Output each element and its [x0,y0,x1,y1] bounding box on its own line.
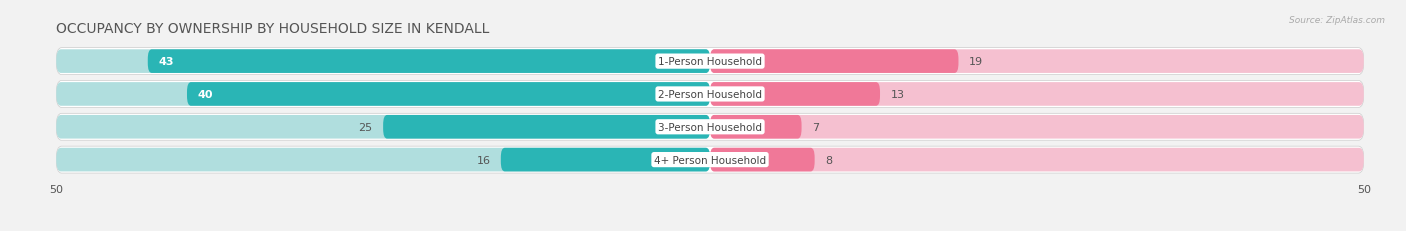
FancyBboxPatch shape [187,83,710,106]
Text: 25: 25 [359,122,373,132]
FancyBboxPatch shape [56,146,1364,173]
Text: 2-Person Household: 2-Person Household [658,90,762,100]
FancyBboxPatch shape [710,148,1364,172]
FancyBboxPatch shape [56,49,1364,75]
FancyBboxPatch shape [501,148,710,172]
FancyBboxPatch shape [710,83,880,106]
FancyBboxPatch shape [710,50,1364,74]
FancyBboxPatch shape [710,83,1364,106]
FancyBboxPatch shape [56,148,710,172]
FancyBboxPatch shape [710,116,1364,139]
FancyBboxPatch shape [56,116,710,139]
Text: 7: 7 [813,122,820,132]
FancyBboxPatch shape [56,83,710,106]
Text: 40: 40 [197,90,212,100]
FancyBboxPatch shape [710,116,801,139]
FancyBboxPatch shape [56,114,1364,141]
Text: 4+ Person Household: 4+ Person Household [654,155,766,165]
FancyBboxPatch shape [56,50,710,74]
Text: 1-Person Household: 1-Person Household [658,57,762,67]
Text: 16: 16 [477,155,491,165]
FancyBboxPatch shape [382,116,710,139]
FancyBboxPatch shape [56,81,1364,108]
Text: 43: 43 [159,57,174,67]
Text: 13: 13 [890,90,904,100]
Text: OCCUPANCY BY OWNERSHIP BY HOUSEHOLD SIZE IN KENDALL: OCCUPANCY BY OWNERSHIP BY HOUSEHOLD SIZE… [56,22,489,36]
Text: 3-Person Household: 3-Person Household [658,122,762,132]
Text: 19: 19 [969,57,983,67]
FancyBboxPatch shape [710,148,814,172]
Text: 8: 8 [825,155,832,165]
Text: Source: ZipAtlas.com: Source: ZipAtlas.com [1289,16,1385,25]
FancyBboxPatch shape [148,50,710,74]
Legend: Owner-occupied, Renter-occupied: Owner-occupied, Renter-occupied [592,228,828,231]
FancyBboxPatch shape [710,50,959,74]
